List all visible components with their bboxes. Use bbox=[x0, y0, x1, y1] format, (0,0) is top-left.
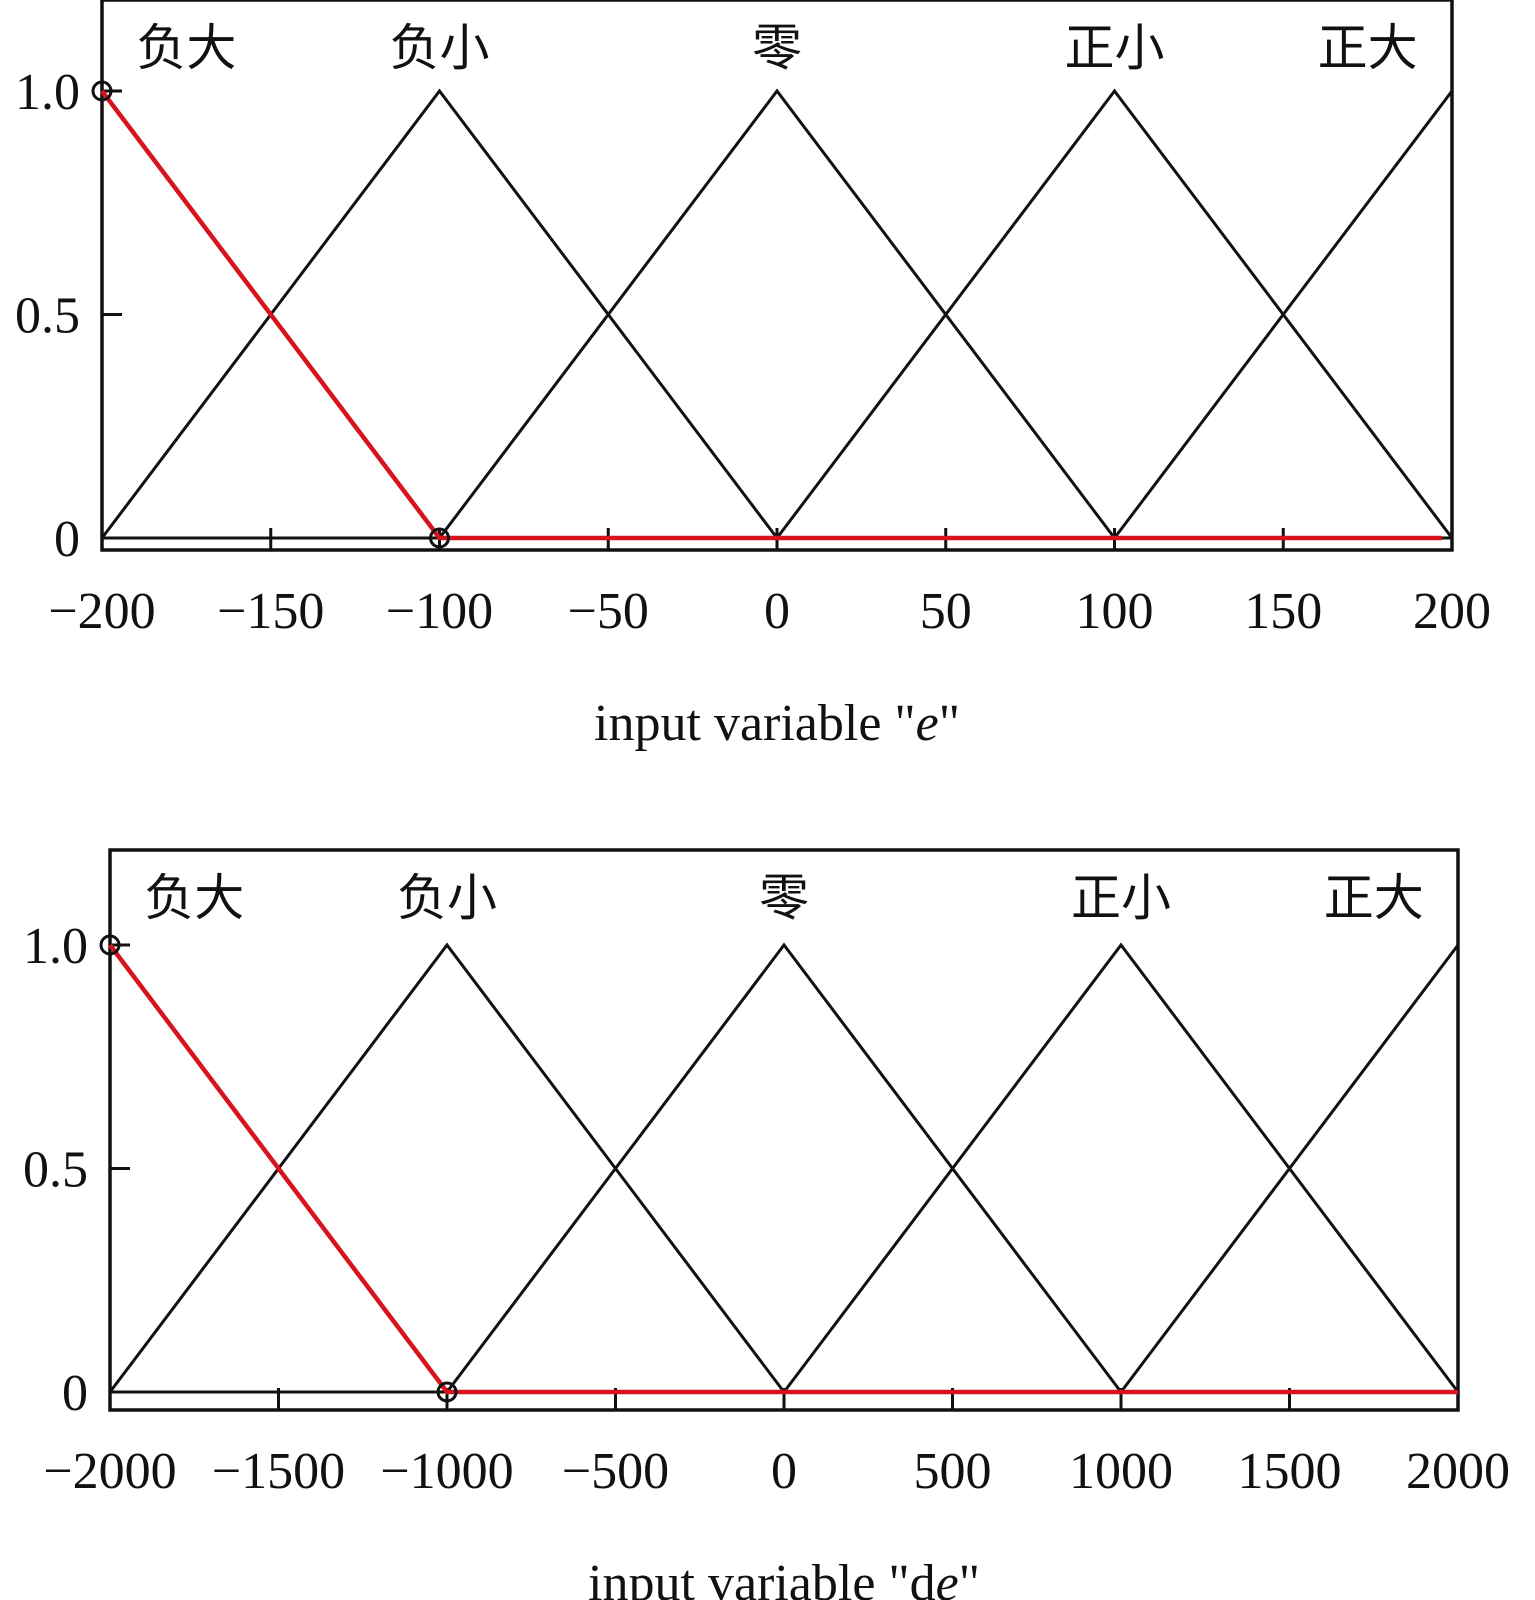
chart2-highlight-marker-2 bbox=[436, 1381, 458, 1403]
chart2-x-axis-title-part: input variable "d bbox=[588, 1555, 936, 1600]
chart1-mf-label-1: 负大 bbox=[136, 19, 236, 77]
chart1-x-tick-label: −100 bbox=[386, 583, 493, 640]
chart2-x-tick-label: 0 bbox=[771, 1443, 797, 1500]
chart2-x-tick-label: 500 bbox=[914, 1443, 992, 1500]
chart1-x-axis-title-part: e bbox=[916, 695, 939, 752]
chart1-x-axis-title-part: input variable " bbox=[594, 695, 916, 752]
chart2-y-tick-label: 0.5 bbox=[23, 1142, 88, 1199]
chart2-mf-label-2: 负小 bbox=[397, 869, 497, 927]
chart2-mf-line-3 bbox=[445, 942, 1123, 1393]
chart1-mf-label-5: 正大 bbox=[1318, 19, 1418, 77]
chart1-x-tick-label: −50 bbox=[568, 583, 649, 640]
chart1-mf-line-5 bbox=[1113, 90, 1454, 539]
chart1-plot-frame bbox=[100, 0, 1454, 552]
chart2-mf-label-1: 负大 bbox=[144, 869, 244, 927]
chart1-mf-label-4: 正小 bbox=[1065, 19, 1165, 77]
chart2-mf-line-4 bbox=[782, 942, 1460, 1393]
chart1-highlight-marker-2 bbox=[429, 527, 450, 549]
chart1-mf-line-2 bbox=[100, 88, 779, 539]
chart1-mf-label-2: 负小 bbox=[390, 19, 490, 77]
chart1-x-tick-label: 0 bbox=[764, 583, 790, 640]
chart2-mf-label-5: 正大 bbox=[1324, 869, 1424, 927]
chart1-mf-line-3 bbox=[438, 88, 1116, 539]
chart1-x-axis-title-part: " bbox=[939, 695, 960, 752]
chart2-mf-label-3: 零 bbox=[759, 869, 809, 927]
chart2-mf-line-5 bbox=[1119, 944, 1460, 1393]
chart2-x-axis-title: input variable "de" bbox=[588, 1555, 980, 1600]
chart2-x-tick-label: 1000 bbox=[1069, 1443, 1173, 1500]
chart1-x-tick-label: 200 bbox=[1413, 583, 1491, 640]
chart1-y-tick-label: 0.5 bbox=[15, 288, 80, 345]
chart1-highlight-marker-1 bbox=[91, 80, 113, 102]
chart2-highlight-marker-1 bbox=[99, 934, 121, 956]
chart2-x-tick-label: −500 bbox=[562, 1443, 669, 1500]
chart2-mf-line-2 bbox=[108, 942, 786, 1393]
chart1-x-tick-label: 100 bbox=[1076, 583, 1154, 640]
chart2-highlight-line bbox=[108, 943, 1458, 1395]
chart1-x-tick-label: −200 bbox=[48, 583, 155, 640]
chart1-highlight-line bbox=[100, 89, 1442, 541]
chart2-x-tick-label: −2000 bbox=[43, 1443, 176, 1500]
chart2-x-tick-label: 2000 bbox=[1406, 1443, 1510, 1500]
chart1-x-tick-label: −150 bbox=[217, 583, 324, 640]
chart1-mf-line-4 bbox=[775, 88, 1454, 539]
chart2-x-tick-label: 1500 bbox=[1238, 1443, 1342, 1500]
chart2-x-tick-label: −1000 bbox=[380, 1443, 513, 1500]
chart2-mf-label-4: 正小 bbox=[1071, 869, 1171, 927]
chart1-x-tick-label: 50 bbox=[920, 583, 972, 640]
chart1-x-tick-label: 150 bbox=[1244, 583, 1322, 640]
chart1-y-tick-label: 0 bbox=[54, 511, 80, 568]
chart1-x-axis-title: input variable "e" bbox=[594, 695, 960, 752]
chart1-y-tick-label: 1.0 bbox=[15, 64, 80, 121]
chart2-y-tick-label: 1.0 bbox=[23, 918, 88, 975]
chart1-mf-label-3: 零 bbox=[752, 19, 802, 77]
chart2-x-axis-title-part: e bbox=[936, 1555, 959, 1600]
chart2-y-tick-label: 0 bbox=[62, 1365, 88, 1422]
chart2-plot-frame bbox=[108, 848, 1460, 1412]
chart2-x-tick-label: −1500 bbox=[212, 1443, 345, 1500]
chart2-x-axis-title-part: " bbox=[959, 1555, 980, 1600]
